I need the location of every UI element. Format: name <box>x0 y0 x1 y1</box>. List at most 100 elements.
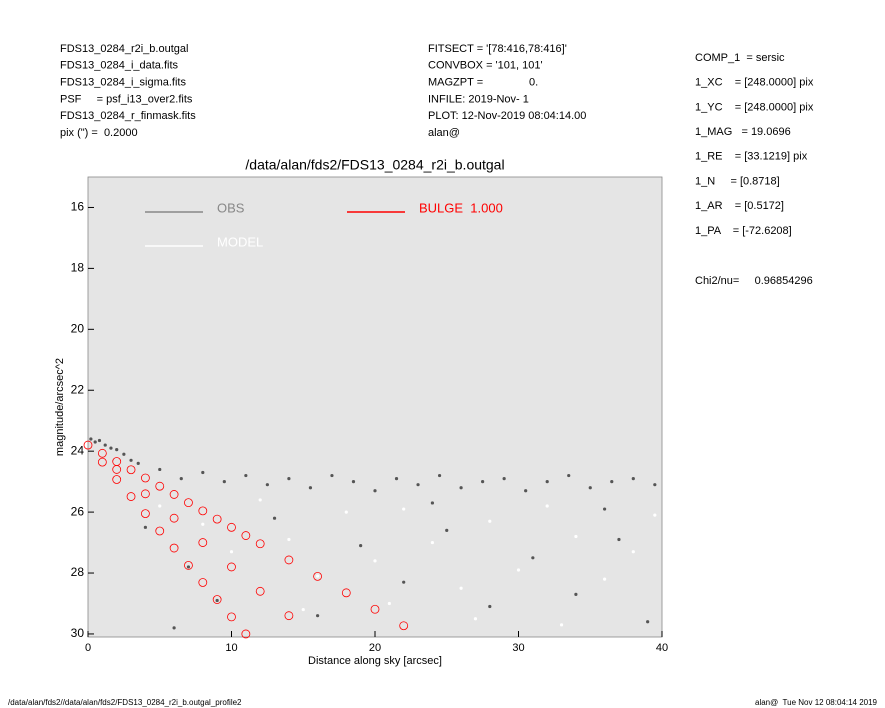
fit-param: 1_PA = [-72.6208] <box>695 225 792 237</box>
data-point <box>126 465 136 475</box>
data-point <box>272 516 277 520</box>
fit-param: 1_N = [0.8718] <box>695 175 780 187</box>
chart-title: /data/alan/fds2/FDS13_0284_r2i_b.outgal <box>245 157 504 173</box>
data-point <box>97 438 102 443</box>
data-point <box>241 531 251 540</box>
x-tick-label: 20 <box>369 642 381 654</box>
data-point <box>97 448 107 458</box>
data-point <box>212 514 222 524</box>
data-point <box>301 607 305 612</box>
data-point <box>313 571 323 581</box>
x-tick-label: 40 <box>656 642 668 654</box>
data-point <box>83 440 93 450</box>
data-point <box>265 483 269 487</box>
fit-param: COMP_1 = sersic <box>695 52 785 64</box>
data-point <box>430 501 434 505</box>
data-point <box>373 489 377 493</box>
data-point <box>93 440 97 444</box>
data-point <box>459 486 463 490</box>
y-tick-label: 18 <box>71 261 85 275</box>
points <box>83 437 657 639</box>
header-line: MAGZPT = 0. <box>428 77 538 89</box>
data-point <box>631 550 635 554</box>
data-point <box>603 577 607 581</box>
fit-param: 1_MAG = 19.0696 <box>695 126 791 138</box>
x-tick-label: 0 <box>85 642 91 654</box>
legend-label: MODEL <box>217 234 263 249</box>
fit-param: 1_AR = [0.5172] <box>695 200 784 212</box>
data-point <box>617 537 621 542</box>
data-point <box>255 539 265 549</box>
data-point <box>89 437 93 441</box>
chi2: Chi2/nu= 0.96854296 <box>695 275 813 287</box>
data-point <box>394 476 399 481</box>
data-point <box>258 498 262 502</box>
data-point <box>430 540 434 545</box>
data-point <box>229 550 234 554</box>
data-point <box>437 473 442 478</box>
data-point <box>524 489 528 493</box>
y-tick-label: 26 <box>71 504 85 518</box>
data-point <box>255 586 265 596</box>
data-point <box>222 480 226 484</box>
data-point <box>610 480 614 484</box>
data-point <box>112 475 122 484</box>
data-point <box>387 601 391 606</box>
data-point <box>399 621 409 631</box>
data-point <box>631 476 635 481</box>
data-point <box>241 629 251 639</box>
data-point <box>112 465 122 474</box>
data-point <box>97 457 107 467</box>
footer-right: alan@ Tue Nov 12 08:04:14 2019 <box>755 698 878 707</box>
data-point <box>287 476 291 481</box>
fit-param: 1_XC = [248.0000] pix <box>695 77 814 89</box>
y-tick-label: 22 <box>71 382 85 396</box>
header-line: alan@ <box>428 127 460 139</box>
data-point <box>502 476 506 481</box>
data-point <box>330 473 334 478</box>
data-point <box>158 467 162 472</box>
data-point <box>653 483 657 487</box>
data-point <box>155 481 165 491</box>
data-point <box>172 626 176 630</box>
data-point <box>545 504 549 508</box>
data-point <box>109 446 113 450</box>
header-line: PSF = psf_i13_over2.fits <box>60 93 193 105</box>
footer-left: /data/alan/fds2//data/alan/fds2/FDS13_02… <box>8 698 242 707</box>
header-line: FITSECT = '[78:416,78:416]' <box>428 43 567 55</box>
data-point <box>140 509 150 519</box>
data-point <box>201 522 205 526</box>
data-point <box>184 498 193 508</box>
data-point <box>588 486 592 490</box>
data-point <box>481 480 485 484</box>
data-point <box>459 586 463 590</box>
data-point <box>473 617 478 621</box>
data-point <box>445 528 449 532</box>
data-point <box>574 592 578 596</box>
header-line: FDS13_0284_r2i_b.outgal <box>60 43 188 55</box>
legend-label: OBS <box>217 200 245 215</box>
data-point <box>140 473 150 483</box>
data-point <box>169 513 179 523</box>
data-point <box>212 595 222 604</box>
data-point <box>574 534 578 539</box>
data-point <box>284 555 294 565</box>
data-point <box>316 574 320 578</box>
data-point <box>169 543 179 553</box>
data-point <box>169 490 179 499</box>
y-tick-label: 30 <box>71 626 85 640</box>
data-point <box>136 461 140 465</box>
data-point <box>646 620 650 624</box>
data-point <box>359 544 363 548</box>
data-point <box>287 537 291 542</box>
data-point <box>215 598 219 603</box>
data-point <box>115 448 119 452</box>
data-point <box>198 538 208 547</box>
y-tick-label: 24 <box>71 443 85 457</box>
x-tick-label: 10 <box>225 642 237 654</box>
data-point <box>516 568 521 572</box>
data-point <box>143 525 147 529</box>
data-point <box>186 565 191 569</box>
data-point <box>227 612 236 622</box>
